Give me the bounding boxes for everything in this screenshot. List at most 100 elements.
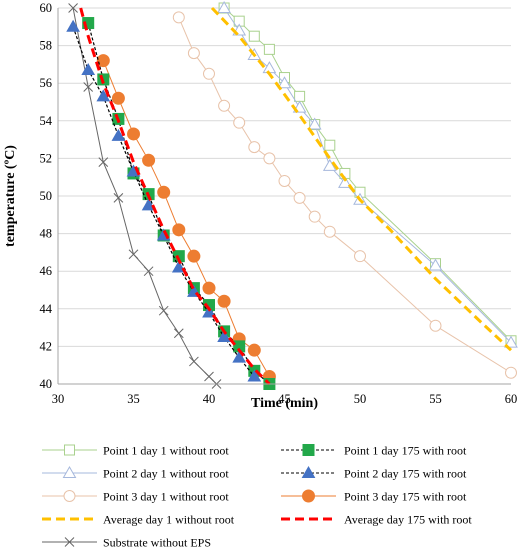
series-7 (79, 7, 271, 386)
legend-label: Point 1 day 175 with root (344, 444, 467, 458)
data-point (217, 0, 231, 13)
data-point (96, 54, 110, 68)
legend-label: Average day 1 without root (103, 513, 235, 527)
x-tick-label: 50 (354, 392, 367, 406)
data-point (203, 67, 215, 80)
legend-marker (302, 444, 315, 456)
legend-entry: Point 1 day 1 without root (42, 444, 229, 458)
series-5 (96, 54, 276, 383)
data-point (338, 175, 352, 188)
legend-marker (62, 465, 77, 478)
data-point (171, 260, 186, 273)
y-tick-label: 52 (40, 151, 53, 165)
data-point (429, 319, 442, 332)
y-tick-label: 44 (40, 302, 53, 316)
legend-entry: Point 3 day 175 with root (281, 489, 467, 504)
legend-entry: Point 2 day 175 with root (281, 465, 467, 481)
y-axis-title: temperature (ºC) (3, 145, 18, 247)
plot-area (66, 0, 518, 390)
data-point (354, 250, 366, 263)
y-tick-label: 50 (40, 189, 53, 203)
data-point (263, 152, 276, 165)
y-tick-label: 46 (40, 264, 53, 278)
series-line (223, 7, 512, 342)
data-point (81, 63, 96, 76)
legend-label: Point 3 day 1 without root (103, 490, 229, 504)
data-point (277, 76, 292, 89)
legend-entry: Point 2 day 1 without root (42, 465, 229, 481)
data-point (158, 305, 169, 316)
legend-marker (64, 444, 75, 456)
x-tick-label: 40 (203, 392, 216, 406)
data-point (428, 258, 443, 271)
data-point (187, 47, 200, 60)
data-point (82, 17, 95, 30)
data-point (83, 82, 94, 92)
series-0 (218, 2, 517, 347)
data-point (247, 369, 262, 382)
series-line (210, 6, 513, 352)
data-point (204, 371, 214, 382)
data-point (307, 117, 322, 130)
data-point (322, 158, 337, 171)
legend-entry: Point 1 day 175 with root (281, 444, 467, 458)
data-point (278, 174, 291, 187)
data-point (111, 128, 126, 141)
data-point (308, 210, 321, 223)
series-line (79, 7, 271, 386)
data-point (217, 329, 231, 342)
data-point (143, 266, 154, 277)
legend-label: Substrate without EPS (103, 536, 211, 550)
series-line (102, 60, 270, 377)
legend-label: Point 3 day 175 with root (344, 490, 467, 504)
data-point (247, 343, 261, 357)
data-point (113, 193, 124, 203)
data-point (142, 153, 156, 167)
series-line (178, 17, 512, 374)
data-point (217, 294, 231, 308)
data-point (504, 335, 518, 348)
data-point (111, 91, 125, 105)
series-4 (66, 19, 262, 382)
x-axis-title: Time (min) (251, 396, 318, 411)
data-point (218, 99, 231, 112)
x-tick-label: 30 (52, 392, 65, 406)
data-point (172, 223, 186, 237)
data-point (68, 3, 78, 13)
data-point (202, 281, 216, 295)
legend-label: Point 2 day 1 without root (103, 467, 229, 481)
legend: Point 1 day 1 without root Point 1 day 17… (42, 444, 472, 550)
legend-label: Average day 175 with root (344, 513, 472, 527)
data-point (173, 328, 184, 339)
x-tick-label: 55 (429, 392, 442, 406)
legend-entry: Average day 1 without root (42, 513, 235, 527)
series-line (87, 22, 270, 385)
x-tick-label: 35 (127, 392, 140, 406)
series-line (223, 7, 512, 343)
data-point (141, 198, 156, 211)
legend-label: Point 2 day 175 with root (344, 467, 467, 481)
gridlines (58, 7, 511, 385)
data-point (232, 350, 247, 363)
axes: 40 42 44 46 48 50 52 54 56 58 60 30 35 40 45 50 55 60 (40, 1, 518, 406)
legend-marker (301, 465, 316, 478)
legend-entry: Substrate without EPS (42, 536, 211, 550)
y-tick-label: 42 (40, 339, 53, 353)
data-point (127, 127, 140, 141)
series-6 (210, 6, 513, 352)
series-1 (217, 0, 518, 348)
legend-marker (63, 490, 76, 502)
data-point (323, 225, 336, 238)
data-point (294, 90, 306, 102)
y-tick-label: 56 (40, 76, 53, 90)
x-tick-label: 60 (505, 392, 518, 406)
data-point (66, 19, 80, 32)
data-point (172, 11, 185, 24)
data-point (98, 157, 109, 168)
legend-label: Point 1 day 1 without root (103, 444, 229, 458)
data-point (202, 305, 216, 318)
data-point (128, 249, 139, 260)
data-point (233, 116, 246, 129)
data-point (189, 356, 199, 367)
